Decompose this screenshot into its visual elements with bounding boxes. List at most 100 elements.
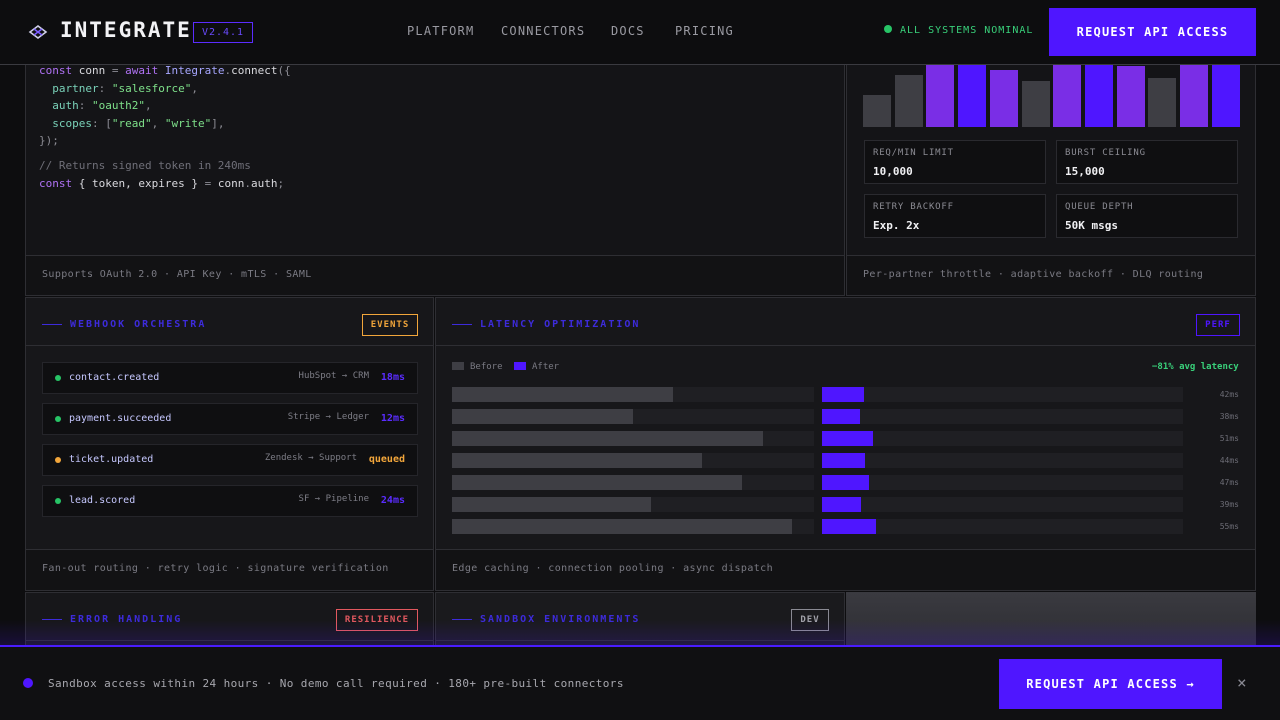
event-row[interactable]: payment.succeeded Stripe → Ledger 12ms: [42, 403, 418, 435]
throttle-bar: [1053, 65, 1082, 127]
after-bar: [822, 387, 864, 402]
throttle-bar-chart: [863, 65, 1241, 127]
after-track: [822, 519, 1183, 534]
stat-label: BURST CEILING: [1065, 148, 1146, 158]
sandbox-panel-title: SANDBOX ENVIRONMENTS: [452, 614, 640, 625]
event-row[interactable]: ticket.updated Zendesk → Support queued: [42, 444, 418, 476]
before-track: [452, 409, 814, 424]
latency-panel-footer: Edge caching · connection pooling · asyn…: [436, 549, 1255, 590]
stat-req-min-limit: REQ/MIN LIMIT 10,000: [864, 140, 1046, 184]
code-panel-footer: Supports OAuth 2.0 · API Key · mTLS · SA…: [26, 255, 844, 295]
banner-text: Sandbox access within 24 hours · No demo…: [48, 677, 624, 690]
close-icon[interactable]: ×: [1237, 673, 1247, 692]
latency-ms-label: 51ms: [1219, 434, 1239, 443]
after-track: [822, 475, 1183, 490]
stat-label: QUEUE DEPTH: [1065, 202, 1134, 212]
event-route: Zendesk → Support: [264, 453, 357, 463]
status-dot-icon: [55, 416, 61, 422]
legend-swatch: [452, 362, 464, 370]
stat-queue-depth: QUEUE DEPTH 50K msgs: [1056, 194, 1238, 238]
nav-connectors[interactable]: CONNECTORS: [501, 24, 586, 38]
latency-ms-label: 39ms: [1219, 500, 1239, 509]
webhook-panel-footer: Fan-out routing · retry logic · signatur…: [26, 549, 433, 590]
logo-text[interactable]: INTEGRATE: [60, 18, 192, 42]
before-track: [452, 519, 814, 534]
empty-panel: [846, 592, 1256, 652]
event-name: contact.created: [69, 372, 160, 383]
throttle-bar: [1211, 65, 1240, 127]
stat-label: RETRY BACKOFF: [873, 202, 954, 212]
status-dot-icon: [884, 25, 892, 33]
webhook-panel-title: WEBHOOK ORCHESTRA: [42, 319, 206, 330]
latency-panel-title: LATENCY OPTIMIZATION: [452, 319, 640, 330]
error-panel-title: ERROR HANDLING: [42, 614, 182, 625]
after-bar: [822, 475, 869, 490]
nav-platform[interactable]: PLATFORM: [407, 24, 475, 38]
event-route: SF → Pipeline: [298, 494, 369, 504]
throttle-panel: REQ/MIN LIMIT 10,000 BURST CEILING 15,00…: [846, 45, 1256, 296]
divider: [436, 345, 1255, 346]
error-panel: ERROR HANDLING RESILIENCE: [25, 592, 434, 652]
divider: [436, 640, 844, 641]
event-time: 18ms: [380, 372, 405, 383]
throttle-bar: [894, 75, 923, 127]
events-badge: EVENTS: [362, 314, 418, 336]
status-dot-icon: [55, 375, 61, 381]
stat-value: Exp. 2x: [873, 219, 920, 232]
event-route: HubSpot → CRM: [298, 371, 369, 381]
perf-badge: PERF: [1196, 314, 1240, 336]
throttle-bar: [1148, 78, 1177, 127]
latency-ms-label: 55ms: [1219, 522, 1239, 531]
version-badge: V2.4.1: [193, 22, 253, 43]
divider: [26, 640, 433, 641]
throttle-bar: [958, 65, 987, 127]
sandbox-panel: SANDBOX ENVIRONMENTS DEV: [435, 592, 845, 652]
latency-ms-label: 42ms: [1219, 390, 1239, 399]
throttle-bar: [863, 95, 891, 127]
stat-value: 15,000: [1065, 165, 1105, 178]
event-name: ticket.updated: [69, 454, 154, 465]
system-status-label: ALL SYSTEMS NOMINAL: [900, 25, 1034, 36]
banner-glow: [0, 620, 1280, 646]
before-bar: [452, 409, 633, 424]
nav-pricing[interactable]: PRICING: [675, 24, 734, 38]
stat-label: REQ/MIN LIMIT: [873, 148, 954, 158]
event-time: 24ms: [380, 495, 405, 506]
throttle-bar: [1084, 65, 1113, 127]
legend-after-label: After: [532, 362, 560, 372]
top-header: INTEGRATE V2.4.1 PLATFORM CONNECTORS DOC…: [0, 0, 1280, 65]
code-block-2: // Returns signed token in 240ms const {…: [39, 159, 285, 190]
stat-value: 50K msgs: [1065, 219, 1118, 232]
event-time: 12ms: [380, 413, 405, 424]
status-dot-icon: [55, 498, 61, 504]
after-bar: [822, 453, 866, 468]
divider: [26, 345, 433, 346]
legend-before: Before: [452, 362, 503, 372]
event-row[interactable]: contact.created HubSpot → CRM 18ms: [42, 362, 418, 394]
code-panel: const conn = await Integrate.connect({ p…: [25, 45, 845, 296]
throttle-bar: [1116, 66, 1145, 127]
bottom-banner: Sandbox access within 24 hours · No demo…: [0, 645, 1280, 720]
legend-after: After: [514, 362, 559, 372]
nav-docs[interactable]: DOCS: [611, 24, 645, 38]
event-row[interactable]: lead.scored SF → Pipeline 24ms: [42, 485, 418, 517]
throttle-panel-footer: Per-partner throttle · adaptive backoff …: [847, 255, 1255, 295]
after-track: [822, 409, 1183, 424]
event-time: queued: [368, 454, 405, 465]
banner-dot-icon: [23, 678, 33, 688]
logo-icon: [28, 25, 48, 39]
latency-summary: −81% avg latency: [1152, 362, 1239, 372]
latency-panel: LATENCY OPTIMIZATION PERF Before After −…: [435, 297, 1256, 591]
throttle-bar: [926, 65, 955, 127]
before-track: [452, 387, 814, 402]
event-route: Stripe → Ledger: [287, 412, 369, 422]
legend-swatch: [514, 362, 526, 370]
latency-ms-label: 44ms: [1219, 456, 1239, 465]
before-bar: [452, 497, 652, 512]
before-track: [452, 475, 814, 490]
resilience-badge: RESILIENCE: [336, 609, 418, 631]
throttle-bar: [1180, 65, 1208, 127]
request-api-access-button[interactable]: REQUEST API ACCESS: [1049, 8, 1256, 56]
request-api-access-banner-button[interactable]: REQUEST API ACCESS →: [999, 659, 1222, 709]
before-bar: [452, 475, 742, 490]
